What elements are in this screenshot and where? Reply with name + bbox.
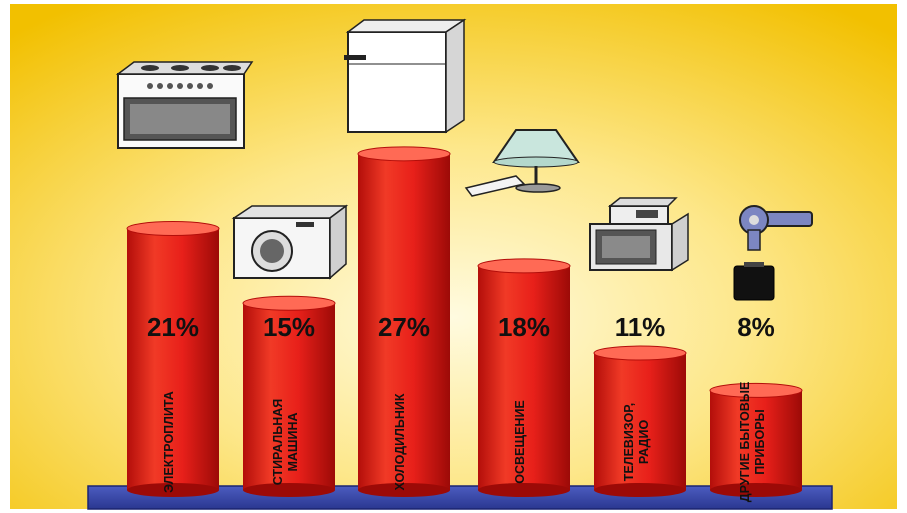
bar-bottom — [594, 483, 686, 497]
bar-3: 27% ХОЛОДИЛЬНИК — [357, 146, 451, 497]
category-label: ХОЛОДИЛЬНИК — [393, 393, 407, 490]
bar-top — [357, 146, 451, 162]
category-label: ТЕЛЕВИЗОР,РАДИО — [622, 403, 651, 482]
bar-bottom — [710, 483, 802, 497]
bar-top — [242, 295, 336, 311]
category-label: ОСВЕЩЕНИЕ — [513, 400, 527, 484]
bar-body — [594, 353, 686, 490]
category-label-line: СТИРАЛЬНАЯ — [271, 399, 285, 486]
bar-body — [243, 303, 335, 490]
bars-layer: 21% ЭЛЕКТРОПЛИТА 15% СТИРАЛЬНАЯМАШИНА 27% ХОЛ… — [126, 146, 803, 503]
category-label-line: ПРИБОРЫ — [753, 409, 767, 475]
value-label: 21% — [147, 312, 199, 342]
bar-top — [126, 221, 220, 237]
electric-stove-icon — [115, 61, 254, 149]
bar-4: 18% ОСВЕЩЕНИЕ — [477, 258, 571, 497]
bar-bottom — [127, 483, 219, 497]
bar-top — [593, 345, 687, 361]
bar-bottom — [243, 483, 335, 497]
category-label-line: ТЕЛЕВИЗОР, — [622, 403, 636, 482]
value-label: 27% — [378, 312, 430, 342]
bar-2: 15% СТИРАЛЬНАЯМАШИНА — [242, 295, 336, 497]
tv-radio-icon — [589, 197, 689, 272]
bar-1: 21% ЭЛЕКТРОПЛИТА — [126, 221, 220, 497]
value-label: 18% — [498, 312, 550, 342]
bar-body — [127, 228, 219, 491]
refrigerator-icon — [344, 18, 467, 134]
category-label-line: ОСВЕЩЕНИЕ — [513, 400, 527, 484]
category-label-line: РАДИО — [637, 420, 651, 465]
value-label: 8% — [737, 312, 775, 342]
lamp-icon — [464, 129, 580, 197]
bar-bottom — [478, 483, 570, 497]
bar-bottom — [358, 483, 450, 497]
category-label: СТИРАЛЬНАЯМАШИНА — [271, 399, 300, 486]
bar-body — [710, 390, 802, 490]
washing-machine-icon — [231, 204, 349, 280]
bar-body — [478, 265, 570, 490]
bar-5: 11% ТЕЛЕВИЗОР,РАДИО — [593, 312, 687, 497]
category-label-line: ЭЛЕКТРОПЛИТА — [162, 391, 176, 493]
category-label: ЭЛЕКТРОПЛИТА — [162, 391, 176, 493]
bar-top — [477, 258, 571, 274]
category-label-line: ХОЛОДИЛЬНИК — [393, 393, 407, 490]
icons-layer — [115, 18, 813, 301]
bar-body — [358, 153, 450, 490]
value-label: 15% — [263, 312, 315, 342]
bar-top — [709, 382, 803, 398]
category-label-line: ДРУГИЕ БЫТОВЫЕ — [738, 382, 752, 503]
category-label: ДРУГИЕ БЫТОВЫЕПРИБОРЫ — [738, 382, 767, 503]
bar-6: 8% ДРУГИЕ БЫТОВЫЕПРИБОРЫ — [709, 312, 803, 503]
value-label: 11% — [615, 312, 666, 342]
hairdryer-battery-icon — [733, 205, 813, 301]
category-label-line: МАШИНА — [286, 412, 300, 471]
